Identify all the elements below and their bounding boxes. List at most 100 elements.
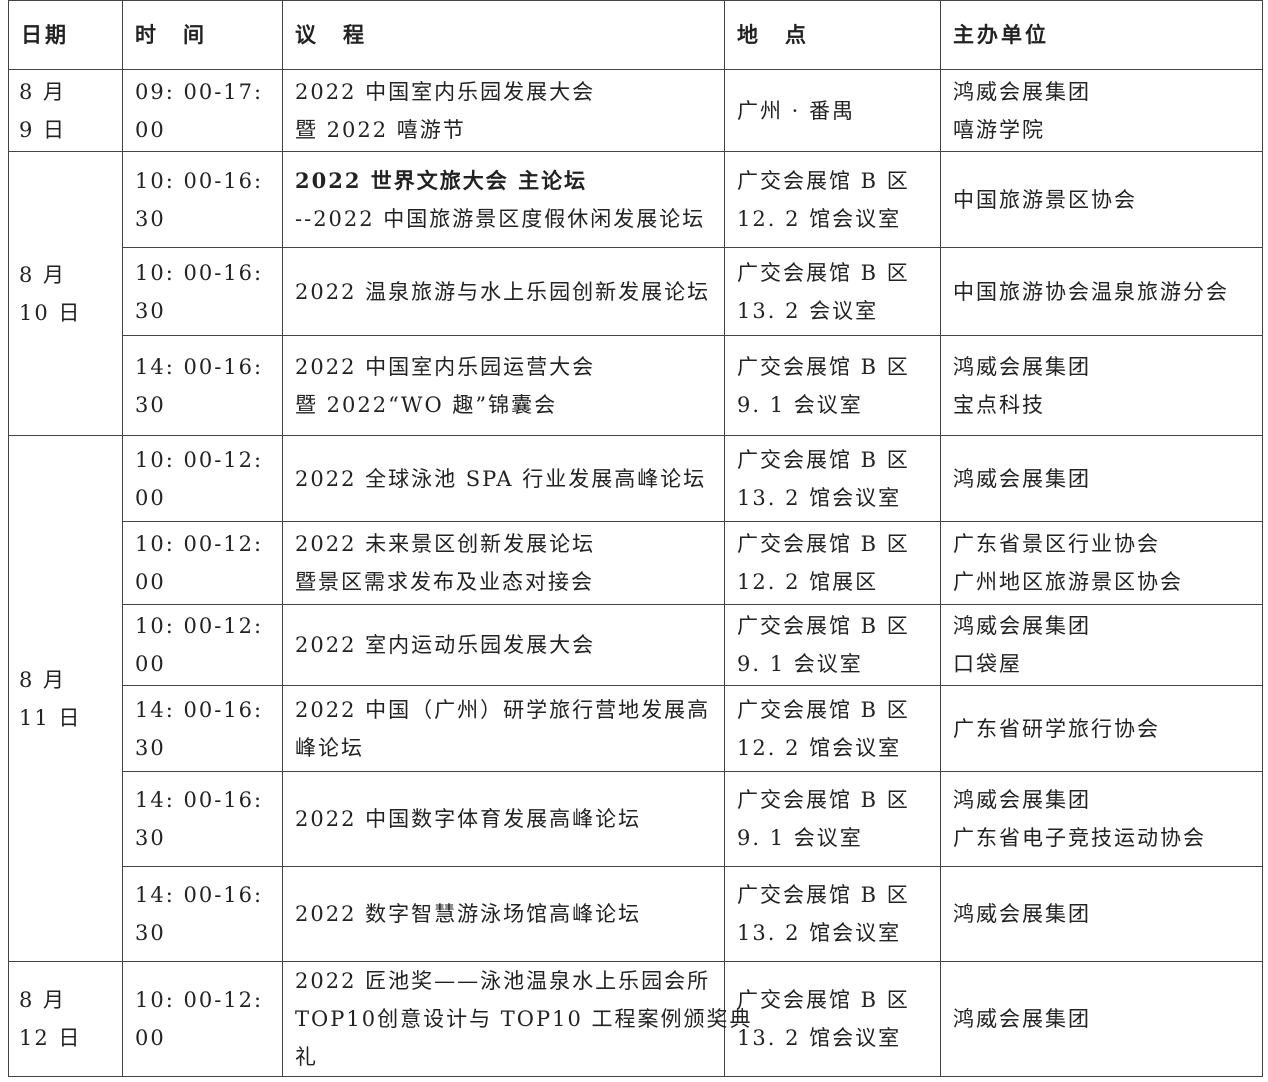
host-cell: 鸿威会展集团 宝点科技 xyxy=(940,335,1263,436)
time-cell: 10: 00-12: 00 xyxy=(122,604,283,686)
cell-line: 8 月 xyxy=(19,667,67,692)
table-row: 14: 00-16: 30 2022 中国（广州）研学旅行营地发展高 峰论坛 广交会展… xyxy=(9,685,1263,772)
cell-line: 2022 中国室内乐园发展大会 xyxy=(295,79,596,104)
cell-line: 2022 中国数字体育发展高峰论坛 xyxy=(295,807,642,831)
cell-line: 广州地区旅游景区协会 xyxy=(953,570,1183,594)
cell-line: 9. 1 会议室 xyxy=(737,826,863,850)
cell-line: 峰论坛 xyxy=(295,735,364,760)
venue-cell: 广州 · 番禺 xyxy=(724,69,941,152)
time-cell: 10: 00-16: 30 xyxy=(122,247,283,336)
table-row: 8 月 11 日 10: 00-12: 00 2022 全球泳池 SPA 行业发展高峰… xyxy=(8,435,1263,962)
cell-line: 口袋屋 xyxy=(953,652,1022,676)
agenda-cell: 2022 世界文旅大会 主论坛 --2022 中国旅游景区度假休闲发展论坛 xyxy=(282,151,725,248)
cell-line: 广交会展馆 B 区 xyxy=(737,260,910,285)
header-row: 日期时 间议 程地 点主办单位 xyxy=(8,0,1263,70)
cell-line: 广交会展馆 B 区 xyxy=(737,532,910,556)
cell-line: 12. 2 馆会议室 xyxy=(737,735,902,760)
column-header: 日期 xyxy=(8,0,123,70)
cell-line: 13. 2 馆会议室 xyxy=(737,485,902,510)
host-cell: 鸿威会展集团 口袋屋 xyxy=(940,604,1263,686)
host-cell: 鸿威会展集团 xyxy=(940,961,1263,1077)
time-cell: 09: 00-17: 00 xyxy=(122,69,283,152)
cell-line: 广东省电子竞技运动协会 xyxy=(953,826,1206,850)
cell-line: 9. 1 会议室 xyxy=(737,652,863,676)
cell-line: 鸿威会展集团 xyxy=(953,354,1091,379)
cell-line: 13. 2 馆会议室 xyxy=(737,1026,902,1050)
venue-cell: 广交会展馆 B 区 12. 2 馆会议室 xyxy=(724,151,941,248)
cell-line: 2022 数字智慧游泳场馆高峰论坛 xyxy=(295,902,642,926)
cell-line: 2022 未来景区创新发展论坛 xyxy=(295,532,596,556)
host-cell: 广东省研学旅行协会 xyxy=(940,685,1263,772)
cell-line: 12. 2 馆会议室 xyxy=(737,206,902,231)
cell-line: 广交会展馆 B 区 xyxy=(737,168,910,193)
cell-line: 广交会展馆 B 区 xyxy=(737,883,910,907)
cell-line: 2022 世界文旅大会 主论坛 xyxy=(295,167,588,193)
date-cell: 8 月 10 日 xyxy=(8,151,123,436)
cell-line: 中国旅游协会温泉旅游分会 xyxy=(953,279,1229,304)
venue-cell: 广交会展馆 B 区 13. 2 馆会议室 xyxy=(724,961,941,1077)
time-cell: 14: 00-16: 30 xyxy=(122,335,283,436)
venue-cell: 广交会展馆 B 区 13. 2 会议室 xyxy=(724,247,941,336)
date-cell: 8 月 9 日 xyxy=(8,69,123,152)
agenda-cell: 2022 中国室内乐园运营大会暨 2022“WO 趣”锦囊会 xyxy=(282,335,725,436)
host-cell: 鸿威会展集团 xyxy=(940,866,1263,962)
venue-cell: 广交会展馆 B 区 9. 1 会议室 xyxy=(724,335,941,436)
venue-cell: 广交会展馆 B 区 13. 2 馆会议室 xyxy=(724,866,941,962)
cell-line: 鸿威会展集团 xyxy=(953,466,1091,491)
column-header: 地 点 xyxy=(724,0,941,70)
cell-line: 嘻游学院 xyxy=(953,117,1045,142)
cell-line: 广交会展馆 B 区 xyxy=(737,614,910,638)
agenda-cell: 2022 全球泳池 SPA 行业发展高峰论坛 xyxy=(282,435,725,522)
host-cell: 鸿威会展集团 嘻游学院 xyxy=(940,69,1263,152)
cell-line: 11 日 xyxy=(19,705,82,730)
table-row: 10: 00-12: 00 2022 未来景区创新发展论坛 暨景区需求发布及业态对接… xyxy=(9,521,1263,605)
host-cell: 鸿威会展集团 xyxy=(940,435,1263,522)
cell-line: 广东省研学旅行协会 xyxy=(953,716,1160,741)
cell-line: 暨 2022 嘻游节 xyxy=(295,117,466,142)
venue-cell: 广交会展馆 B 区 12. 2 馆会议室 xyxy=(724,685,941,772)
cell-line: --2022 中国旅游景区度假休闲发展论坛 xyxy=(295,206,706,231)
cell-line: 13. 2 馆会议室 xyxy=(737,921,902,945)
cell-line: 鸿威会展集团 xyxy=(953,902,1091,926)
cell-line: 8 月 xyxy=(19,262,67,287)
agenda-cell: 2022 中国室内乐园发展大会暨 2022 嘻游节 xyxy=(282,69,725,152)
table-row: 14: 00-16: 30 2022 中国室内乐园运营大会暨 2022“WO 趣”… xyxy=(9,335,1263,436)
cell-line: 2022 中国室内乐园运营大会 xyxy=(295,354,596,379)
agenda-cell: 2022 温泉旅游与水上乐园创新发展论坛 xyxy=(282,247,725,336)
cell-line: 暨景区需求发布及业态对接会 xyxy=(295,570,594,594)
date-cell: 8 月 12 日 xyxy=(8,961,123,1077)
cell-line: 2022 温泉旅游与水上乐园创新发展论坛 xyxy=(295,279,711,304)
host-cell: 鸿威会展集团广东省电子竞技运动协会 xyxy=(940,771,1263,867)
column-header: 时 间 xyxy=(122,0,283,70)
agenda-cell: 2022 匠池奖——泳池温泉水上乐园会所 TOP10创意设计与 TOP10 工程案… xyxy=(282,961,751,1077)
cell-line: 广交会展馆 B 区 xyxy=(737,988,910,1012)
agenda-cell: 2022 中国数字体育发展高峰论坛 xyxy=(282,771,725,867)
cell-line: 广交会展馆 B 区 xyxy=(737,697,910,722)
cell-line: 12 日 xyxy=(19,1026,82,1050)
time-cell: 14: 00-16: 30 xyxy=(122,866,283,962)
column-header: 主办单位 xyxy=(940,0,1263,70)
cell-line: 8 月 xyxy=(19,79,67,104)
table-row: 14: 00-16: 30 2022 数字智慧游泳场馆高峰论坛 广交会展馆 B 区 1… xyxy=(9,866,1263,962)
time-cell: 10: 00-16: 30 xyxy=(122,151,283,248)
host-cell: 中国旅游协会温泉旅游分会 xyxy=(940,247,1263,336)
time-cell: 14: 00-16: 30 xyxy=(122,771,283,867)
cell-line: 广东省景区行业协会 xyxy=(953,532,1160,556)
cell-line: 10 日 xyxy=(19,300,82,325)
cell-line: 广交会展馆 B 区 xyxy=(737,447,910,472)
cell-line: 9 日 xyxy=(19,117,67,142)
cell-line: 12. 2 馆展区 xyxy=(737,570,879,594)
time-cell: 10: 00-12: 00 xyxy=(122,961,283,1077)
cell-line: 广交会展馆 B 区 xyxy=(737,354,910,379)
cell-line: 13. 2 会议室 xyxy=(737,298,879,323)
cell-line: 礼 xyxy=(295,1045,318,1069)
cell-line: 鸿威会展集团 xyxy=(953,788,1091,812)
cell-line: 8 月 xyxy=(19,988,67,1012)
agenda-cell: 2022 中国（广州）研学旅行营地发展高 峰论坛 xyxy=(282,685,725,772)
table-row: 10: 00-16: 30 2022 温泉旅游与水上乐园创新发展论坛 广交会展馆 B… xyxy=(9,247,1263,336)
time-cell: 14: 00-16: 30 xyxy=(122,685,283,772)
cell-line: 鸿威会展集团 xyxy=(953,614,1091,638)
cell-line: 鸿威会展集团 xyxy=(953,79,1091,104)
agenda-cell: 2022 数字智慧游泳场馆高峰论坛 xyxy=(282,866,725,962)
